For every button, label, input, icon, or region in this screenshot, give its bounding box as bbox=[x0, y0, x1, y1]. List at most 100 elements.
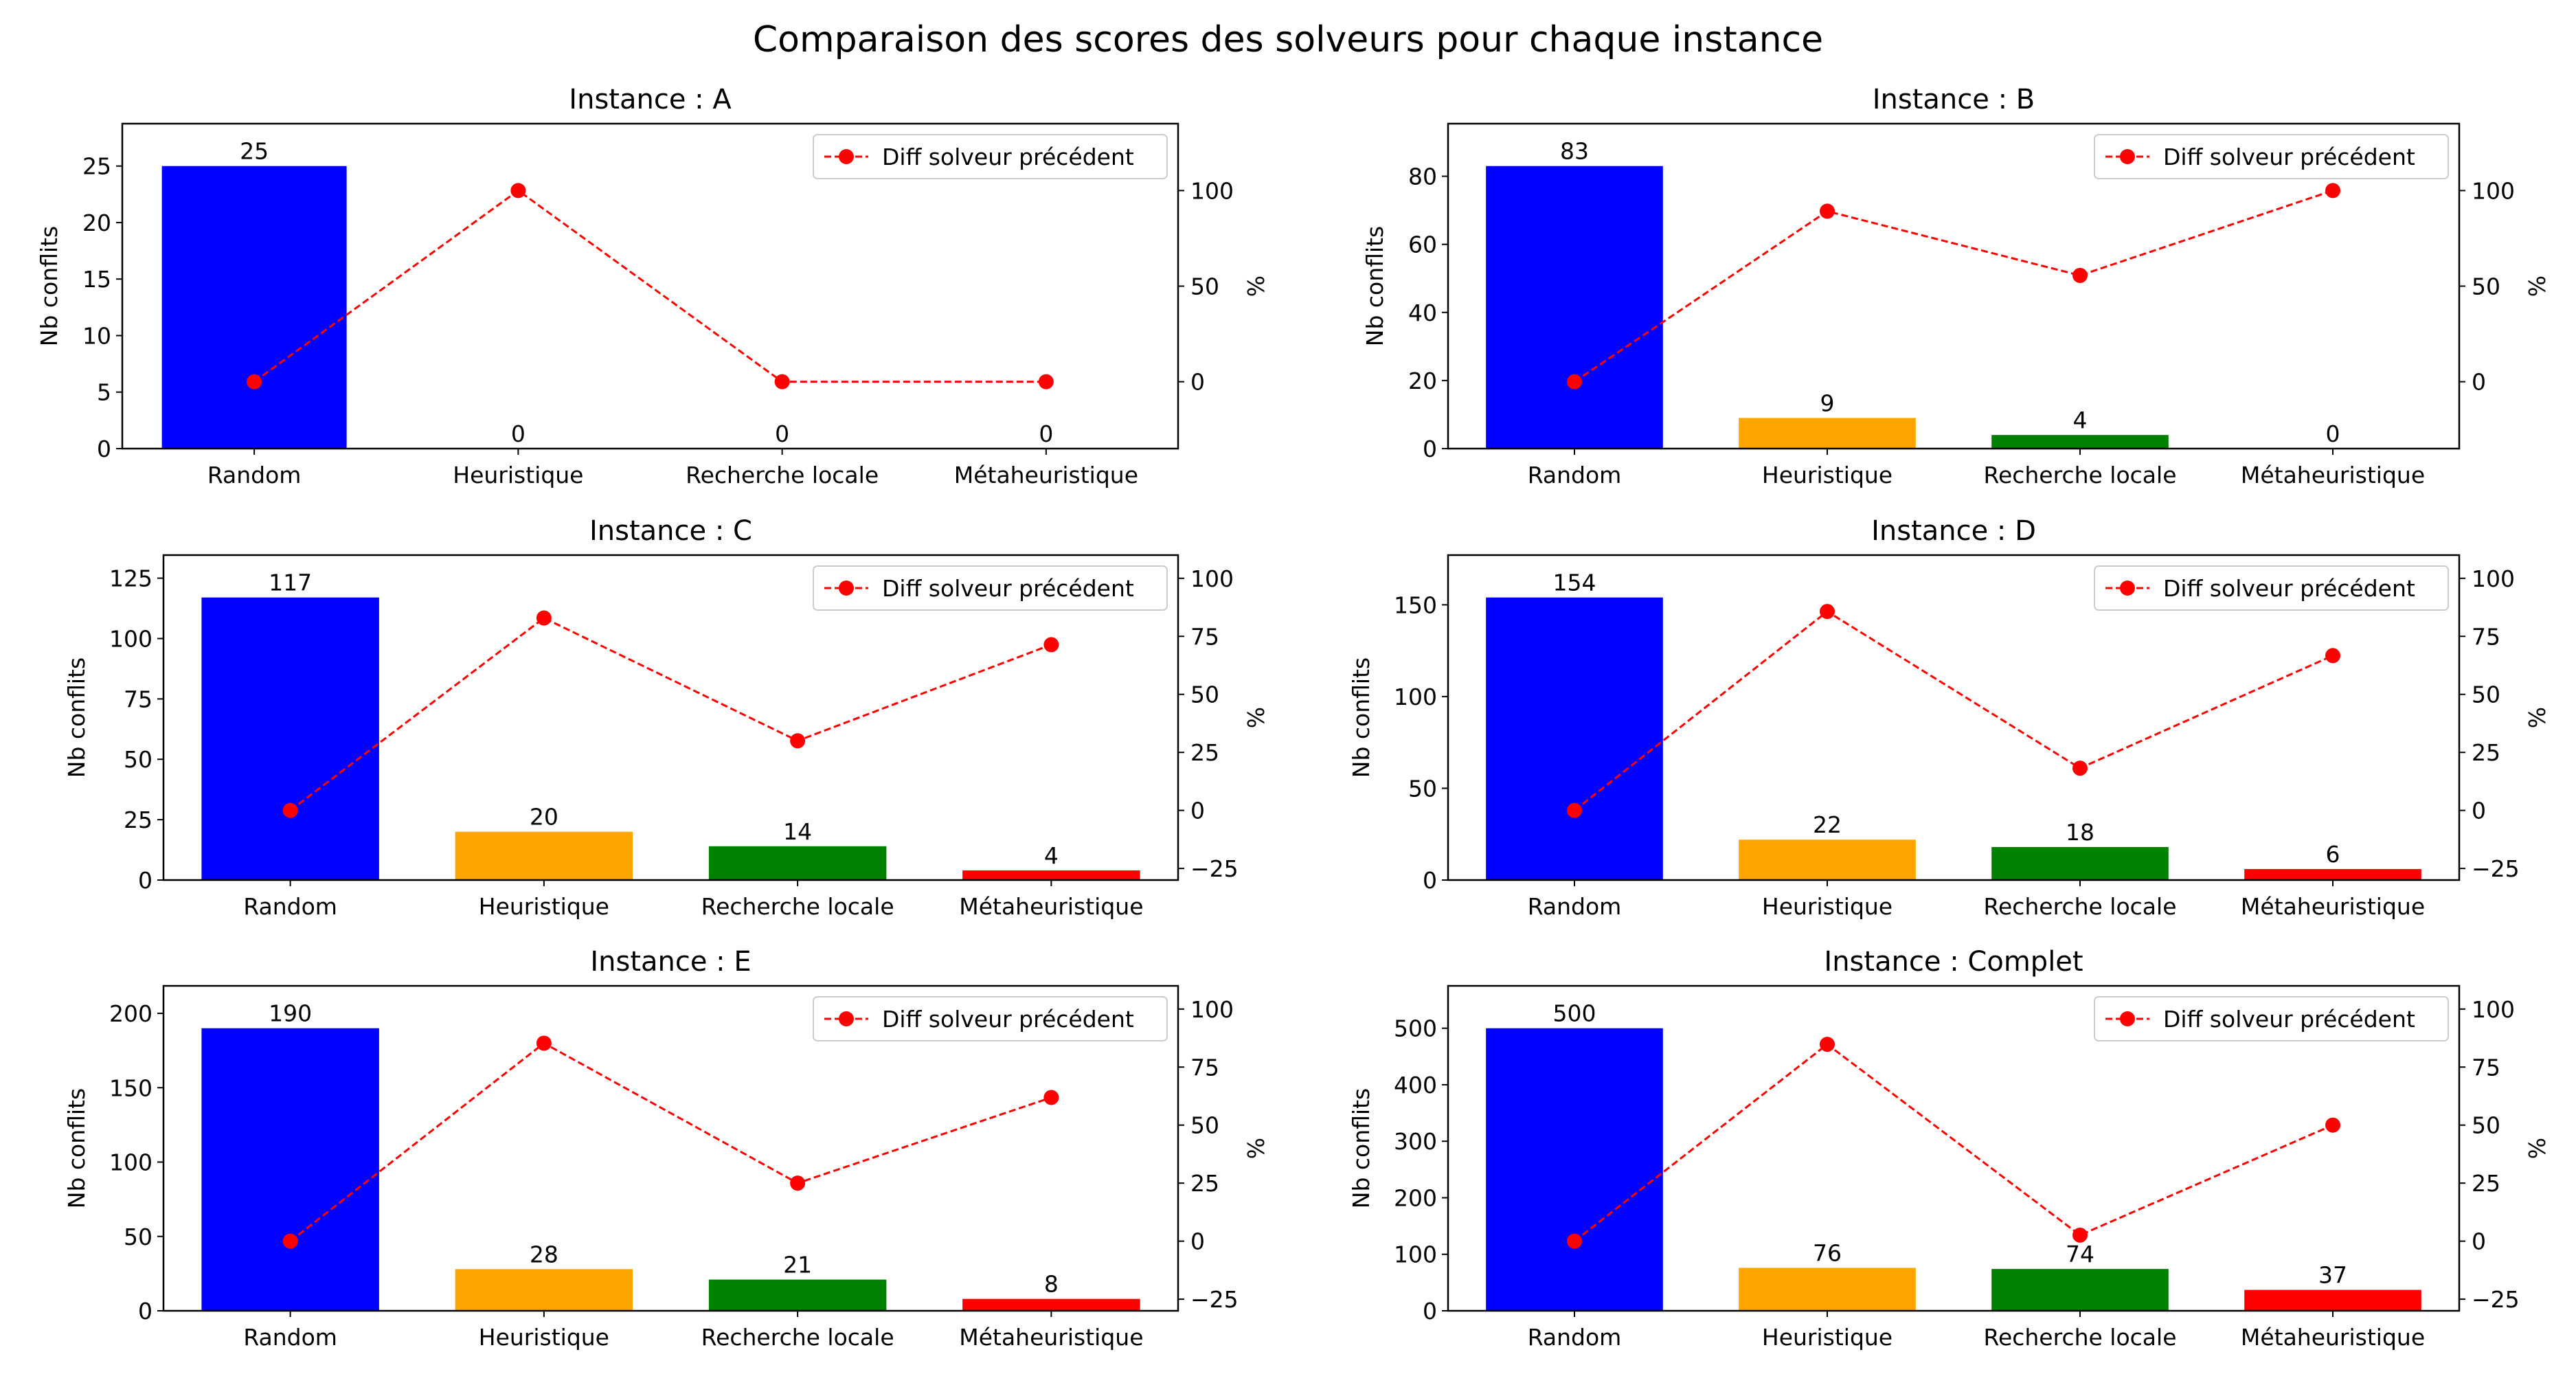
legend: Diff solveur précédent bbox=[813, 996, 1168, 1041]
y2-tick-label: 75 bbox=[1190, 1054, 1219, 1081]
x-tick-label: Heuristique bbox=[479, 893, 609, 920]
y2-tick-label: 50 bbox=[2472, 1112, 2500, 1139]
y-tick-label: 150 bbox=[109, 1074, 152, 1101]
diff-point bbox=[1567, 802, 1582, 818]
y-tick-label: 100 bbox=[1394, 1241, 1437, 1268]
y-axis-label: Nb conflits bbox=[63, 657, 90, 778]
y2-tick-label: 0 bbox=[2472, 369, 2486, 396]
legend-label: Diff solveur précédent bbox=[2163, 144, 2415, 170]
y-tick-label: 500 bbox=[1394, 1015, 1437, 1042]
legend-box bbox=[2094, 134, 2449, 179]
x-tick-label: Recherche locale bbox=[1984, 1324, 2177, 1351]
diff-point bbox=[1820, 1037, 1835, 1052]
y2-tick-label: 100 bbox=[1190, 565, 1234, 592]
y-axis-label: Nb conflits bbox=[36, 226, 63, 346]
legend-box bbox=[813, 134, 1168, 179]
plot-frame bbox=[162, 984, 1179, 1312]
x-tick-label: Métaheuristique bbox=[2241, 893, 2425, 920]
y2-tick-label: 100 bbox=[2472, 996, 2515, 1023]
y-axis-label: Nb conflits bbox=[1348, 1088, 1375, 1208]
bar bbox=[1739, 840, 1916, 880]
diff-point bbox=[2072, 1227, 2088, 1243]
y2-tick-label: −25 bbox=[1190, 855, 1239, 882]
plot-frame bbox=[1447, 984, 2461, 1312]
y-tick-label: 50 bbox=[1408, 775, 1437, 802]
y2-tick-label: 0 bbox=[2472, 798, 2486, 824]
diff-point bbox=[790, 1175, 806, 1191]
legend-box bbox=[813, 565, 1168, 611]
bar-value-label: 4 bbox=[1044, 842, 1059, 869]
legend-label: Diff solveur précédent bbox=[882, 575, 1134, 602]
diff-point bbox=[2325, 648, 2340, 664]
y-axis-label: Nb conflits bbox=[1348, 657, 1375, 778]
y2-tick-label: 100 bbox=[1190, 996, 1234, 1023]
panel-title: Instance : E bbox=[590, 946, 751, 978]
legend-box bbox=[2094, 565, 2449, 611]
x-tick-label: Random bbox=[1528, 462, 1622, 488]
bar-value-label: 25 bbox=[240, 138, 269, 165]
chart-panel: Instance : E 190 28 21 8 Random Heuristique Rec… bbox=[63, 946, 1269, 1351]
bar-value-label: 0 bbox=[2326, 420, 2340, 447]
y2-axis-label: % bbox=[1243, 707, 1269, 728]
diff-point bbox=[282, 1233, 298, 1249]
legend-marker bbox=[2120, 1011, 2135, 1026]
bar bbox=[1739, 1268, 1916, 1311]
y2-tick-label: 50 bbox=[1190, 273, 1219, 300]
y2-axis-label: % bbox=[1243, 275, 1269, 297]
legend-marker bbox=[839, 581, 854, 596]
y2-tick-label: 25 bbox=[1190, 1170, 1219, 1197]
y2-tick-label: 0 bbox=[2472, 1228, 2486, 1255]
diff-point bbox=[2072, 267, 2088, 283]
legend-marker bbox=[839, 149, 854, 164]
diff-point bbox=[1043, 637, 1059, 653]
y2-tick-label: 75 bbox=[2472, 1054, 2500, 1081]
x-tick-label: Random bbox=[1528, 893, 1622, 920]
y-tick-label: 25 bbox=[124, 807, 152, 833]
bar bbox=[708, 846, 887, 880]
y-axis-label: Nb conflits bbox=[1362, 226, 1388, 346]
diff-line bbox=[289, 616, 1052, 811]
legend-marker bbox=[2120, 581, 2135, 596]
bar bbox=[1739, 418, 1916, 449]
bar-value-label: 9 bbox=[1820, 390, 1835, 416]
y-tick-label: 60 bbox=[1408, 232, 1437, 258]
y2-tick-label: 50 bbox=[1190, 1112, 1219, 1139]
diff-point bbox=[282, 802, 298, 818]
y2-tick-label: −25 bbox=[2472, 1286, 2520, 1313]
diff-point bbox=[536, 610, 552, 626]
bar-value-label: 154 bbox=[1553, 570, 1596, 596]
bar bbox=[2244, 1289, 2421, 1311]
bar-value-label: 0 bbox=[775, 420, 789, 447]
y-tick-label: 50 bbox=[124, 1224, 152, 1250]
x-tick-label: Recherche locale bbox=[686, 462, 879, 488]
x-tick-label: Heuristique bbox=[453, 462, 583, 488]
y2-tick-label: 50 bbox=[2472, 682, 2500, 708]
y-tick-label: 25 bbox=[82, 153, 111, 180]
y-tick-label: 40 bbox=[1408, 300, 1437, 326]
y2-axis-label: % bbox=[1243, 1138, 1269, 1159]
figure-title: Comparaison des scores des solveurs pour… bbox=[753, 19, 1823, 60]
legend: Diff solveur précédent bbox=[2094, 134, 2449, 179]
y-tick-label: 200 bbox=[1394, 1184, 1437, 1211]
y2-tick-label: −25 bbox=[1190, 1286, 1239, 1313]
y-tick-label: 0 bbox=[1423, 867, 1437, 894]
diff-point bbox=[1043, 1090, 1059, 1105]
y-tick-label: 100 bbox=[109, 625, 152, 652]
legend-label: Diff solveur précédent bbox=[882, 1006, 1134, 1033]
y2-axis-label: % bbox=[2524, 1138, 2551, 1159]
y-tick-label: 125 bbox=[109, 565, 152, 592]
legend-label: Diff solveur précédent bbox=[2163, 575, 2415, 602]
bar-value-label: 117 bbox=[269, 570, 312, 596]
diff-point bbox=[247, 374, 262, 390]
y2-axis-label: % bbox=[2524, 707, 2551, 728]
y2-tick-label: 100 bbox=[1190, 177, 1234, 204]
diff-point bbox=[536, 1035, 552, 1051]
y-tick-label: 200 bbox=[109, 1000, 152, 1027]
y2-tick-label: 0 bbox=[1190, 369, 1205, 396]
y-tick-label: 75 bbox=[124, 686, 152, 712]
bar bbox=[1991, 1269, 2169, 1311]
legend: Diff solveur précédent bbox=[813, 134, 1168, 179]
chart-panel: Instance : D 154 22 18 6 Random Heuristique Rec… bbox=[1348, 515, 2551, 920]
